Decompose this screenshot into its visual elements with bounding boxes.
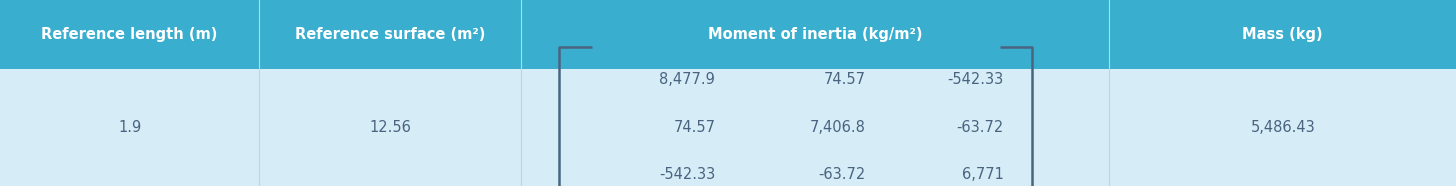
Text: Reference length (m): Reference length (m): [41, 27, 218, 42]
Bar: [0, 69, 1456, 186]
Text: -63.72: -63.72: [818, 167, 865, 182]
Text: -63.72: -63.72: [957, 120, 1003, 135]
Text: 1.9: 1.9: [118, 120, 141, 135]
Text: 7,406.8: 7,406.8: [810, 120, 865, 135]
Text: Moment of inertia (kg/m²): Moment of inertia (kg/m²): [708, 27, 923, 42]
Text: 8,477.9: 8,477.9: [660, 73, 715, 87]
Text: 12.56: 12.56: [370, 120, 411, 135]
Text: -542.33: -542.33: [660, 167, 715, 182]
Text: Mass (kg): Mass (kg): [1242, 27, 1324, 42]
Text: 5,486.43: 5,486.43: [1251, 120, 1315, 135]
Text: 74.57: 74.57: [823, 73, 865, 87]
Bar: [0, 0, 1456, 69]
Text: -542.33: -542.33: [948, 73, 1003, 87]
Text: Reference surface (m²): Reference surface (m²): [296, 27, 485, 42]
Text: 6,771: 6,771: [962, 167, 1003, 182]
Text: 74.57: 74.57: [673, 120, 715, 135]
